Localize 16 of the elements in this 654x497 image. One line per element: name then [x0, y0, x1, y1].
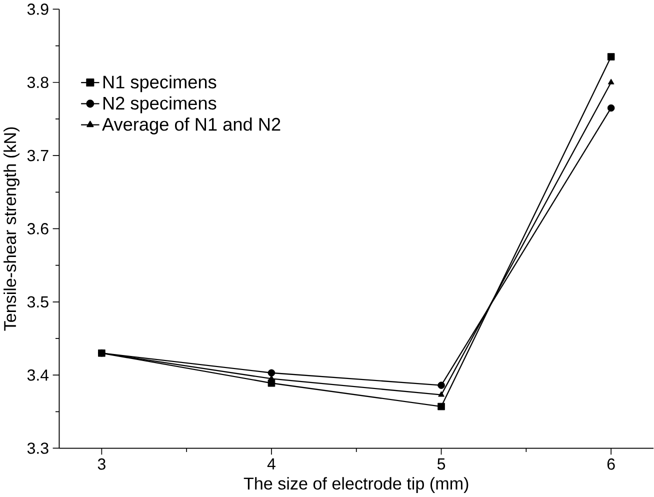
legend-label: N2 specimens [103, 96, 216, 114]
y-tick-label: 3.8 [27, 76, 48, 88]
y-tick-label: 3.3 [27, 442, 48, 454]
y-tick-label: 3.6 [27, 223, 48, 235]
legend-label: Average of N1 and N2 [102, 118, 280, 135]
x-axis-title: The size of electrode tip (mm) [244, 477, 468, 494]
y-tick-label: 3.5 [27, 296, 48, 308]
y-tick-label: 3.4 [27, 370, 49, 381]
x-tick-label: 6 [607, 458, 615, 470]
x-tick-label: 4 [267, 458, 276, 470]
x-tick-label: 5 [437, 458, 446, 470]
legend-label: N1 specimens [103, 75, 216, 92]
x-tick-label: 3 [98, 458, 106, 470]
y-tick-label: 3.9 [27, 4, 48, 16]
y-tick-label: 3.7 [27, 150, 48, 162]
y-axis-title: Tensile-shear strength (kN) [4, 128, 20, 332]
